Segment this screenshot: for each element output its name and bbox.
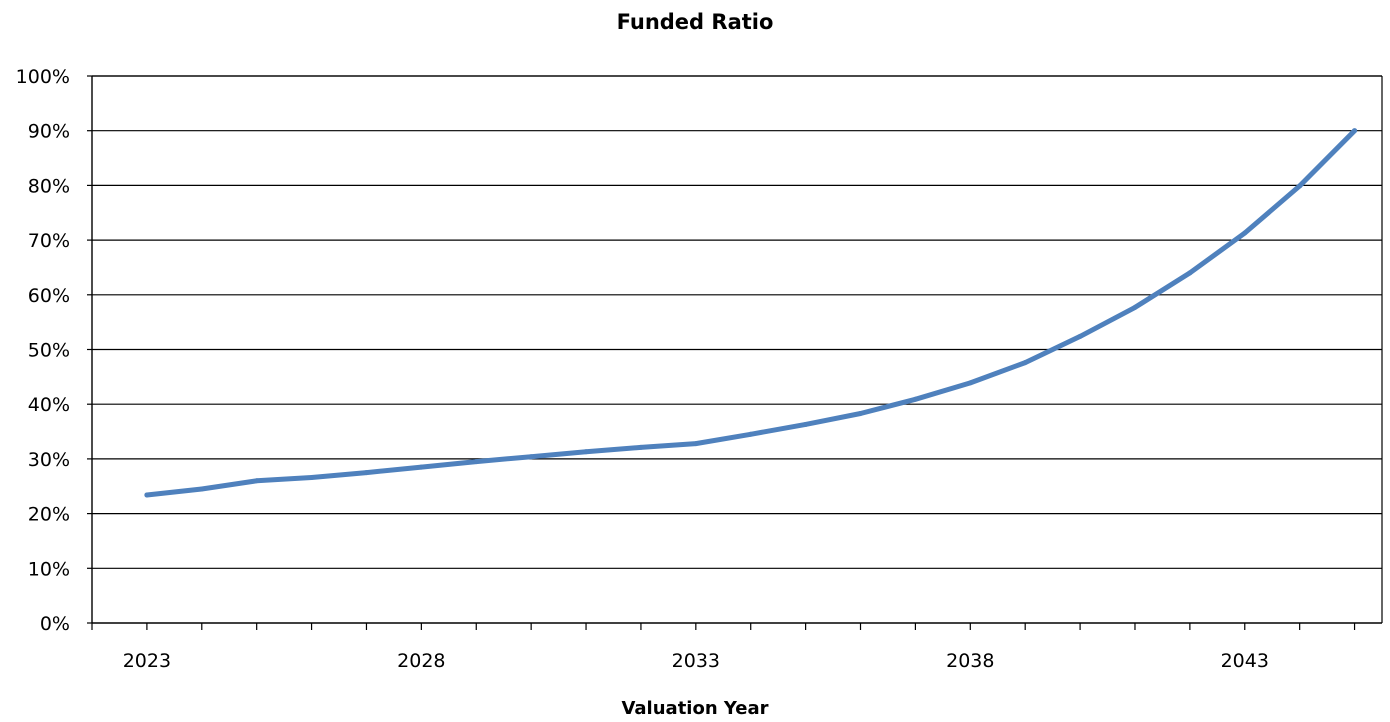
chart-title: Funded Ratio [617, 10, 774, 34]
data-point [967, 380, 973, 386]
data-point [418, 464, 424, 470]
data-point [1132, 304, 1138, 310]
y-tick-label: 10% [28, 558, 70, 580]
data-point [638, 444, 644, 450]
data-point [583, 449, 589, 455]
y-tick-label: 50% [28, 340, 70, 362]
data-point [858, 410, 864, 416]
data-point [1297, 183, 1303, 189]
data-point [1077, 333, 1083, 339]
data-point [1187, 270, 1193, 276]
y-tick-label: 70% [28, 230, 70, 252]
y-tick-label: 40% [28, 394, 70, 416]
series-layer [144, 128, 1358, 498]
axes [87, 75, 1383, 630]
data-point [1242, 230, 1248, 236]
y-tick-label: 80% [28, 175, 70, 197]
x-tick-label: 2033 [672, 650, 720, 672]
data-point [693, 441, 699, 447]
data-point [528, 454, 534, 460]
y-tick-label: 20% [28, 504, 70, 526]
data-point [309, 474, 315, 480]
y-tick-label: 100% [16, 66, 70, 88]
y-tick-labels: 0% 10% 20% 30% 40% 50% 60% 70% 80% 90% 100% [16, 66, 70, 635]
data-point [254, 478, 260, 484]
gridlines [92, 75, 1382, 569]
data-point [473, 459, 479, 465]
y-tick-label: 30% [28, 449, 70, 471]
y-tick-label: 60% [28, 285, 70, 307]
data-point [144, 492, 150, 498]
y-tick-label: 90% [28, 121, 70, 143]
x-tick-labels: 2023 2028 2033 2038 2043 [123, 650, 1269, 672]
x-tick-label: 2043 [1221, 650, 1269, 672]
data-point [1022, 360, 1028, 366]
y-tick-label: 0% [40, 613, 70, 635]
x-tick-label: 2038 [946, 650, 994, 672]
data-point [1352, 128, 1358, 134]
data-point [748, 431, 754, 437]
data-point [912, 396, 918, 402]
data-point [363, 470, 369, 476]
x-tick-label: 2028 [397, 650, 445, 672]
data-point [199, 486, 205, 492]
x-axis-title: Valuation Year [621, 698, 768, 717]
data-point [803, 421, 809, 427]
x-tick-label: 2023 [123, 650, 171, 672]
